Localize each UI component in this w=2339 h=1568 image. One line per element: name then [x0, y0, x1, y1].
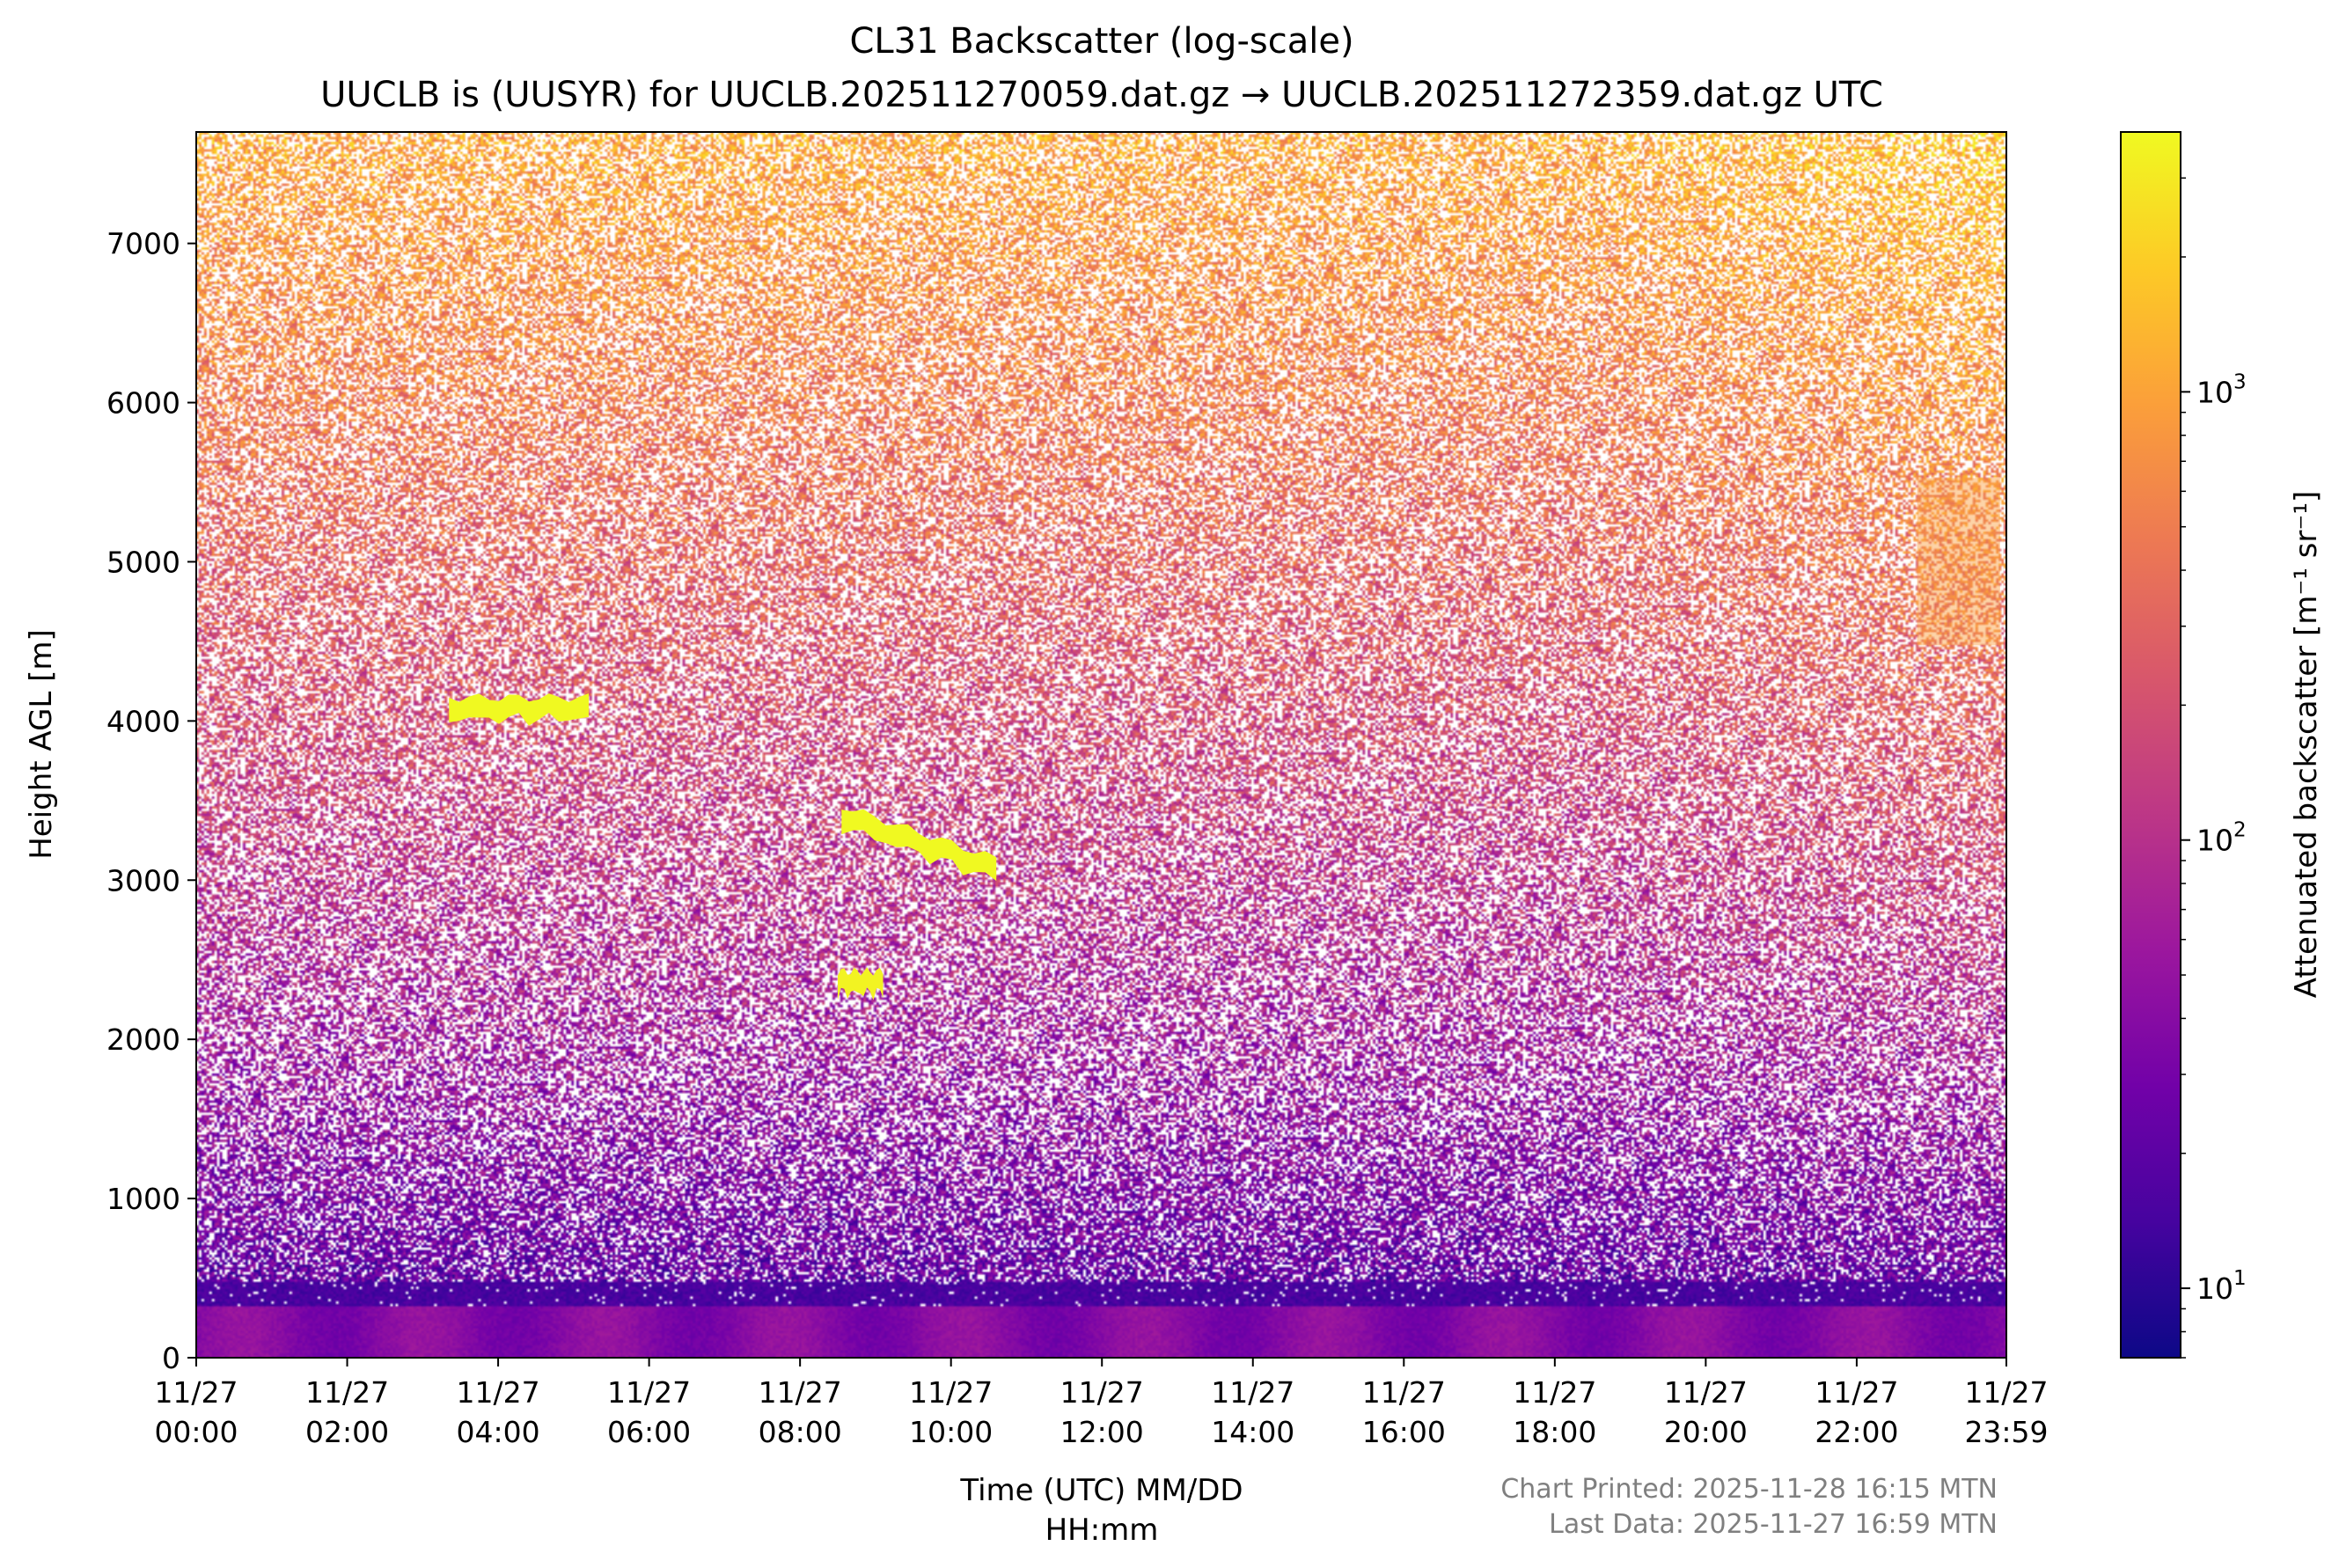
x-tick-date: 11/27 [909, 1375, 993, 1410]
feature-elevated_plume-3 [1917, 478, 2000, 646]
x-tick-time: 08:00 [759, 1415, 842, 1449]
x-tick-date: 11/27 [1513, 1375, 1596, 1410]
y-axis: 0 1000 2000 3000 4000 5000 6000 7000 [106, 227, 196, 1375]
heatmap-plot-area [195, 131, 2007, 1359]
x-tick-time: 10:00 [909, 1415, 993, 1449]
y-tick-label: 5000 [106, 545, 180, 579]
feature-layer [449, 478, 2000, 1000]
x-tick-date: 11/27 [1362, 1375, 1446, 1410]
x-axis-label-line2: HH:mm [1045, 1513, 1159, 1548]
x-tick-date: 11/27 [607, 1375, 691, 1410]
feature-cloud_layer-0 [449, 693, 589, 726]
feature-cloud_layer-1 [841, 809, 997, 882]
x-tick-time: 16:00 [1362, 1415, 1446, 1449]
colorbar-tick-label: 103 [2196, 370, 2247, 409]
y-tick-label: 2000 [106, 1022, 180, 1057]
x-tick-time: 02:00 [305, 1415, 389, 1449]
x-tick-date: 11/27 [305, 1375, 389, 1410]
colorbar-frame [2120, 131, 2181, 1359]
x-tick-time: 18:00 [1513, 1415, 1596, 1449]
x-tick-date: 11/27 [1060, 1375, 1144, 1410]
x-tick-time: 06:00 [607, 1415, 691, 1449]
x-tick-time: 22:00 [1815, 1415, 1898, 1449]
x-tick-date: 11/27 [1964, 1375, 2048, 1410]
colorbar-label: Attenuated backscatter [m⁻¹ sr⁻¹] [2289, 491, 2324, 999]
x-tick-date: 11/27 [1815, 1375, 1898, 1410]
y-tick-label: 3000 [106, 863, 180, 898]
y-tick-label: 0 [162, 1341, 180, 1375]
chart-printed-note: Chart Printed: 2025-11-28 16:15 MTN [1500, 1474, 1998, 1505]
heatmap-image [196, 132, 2006, 1358]
y-axis-label: Height AGL [m] [24, 629, 59, 860]
x-tick-date: 11/27 [759, 1375, 842, 1410]
y-tick-label: 4000 [106, 704, 180, 738]
x-tick-time: 00:00 [154, 1415, 238, 1449]
x-tick-time: 04:00 [457, 1415, 540, 1449]
x-tick-time: 23:59 [1964, 1415, 2048, 1449]
x-axis-label-line1: Time (UTC) MM/DD [959, 1473, 1243, 1508]
y-tick-label: 6000 [106, 386, 180, 421]
x-tick-date: 11/27 [154, 1375, 238, 1410]
colorbar: 101 102 103 Attenuated backscatter [m⁻¹ sr… [2120, 131, 2324, 1359]
x-tick-time: 14:00 [1211, 1415, 1294, 1449]
colorbar-ticks: 101 102 103 [2181, 177, 2247, 1359]
x-axis: 11/27 00:00 11/27 02:00 11/27 04:00 11/27 06:00… [154, 1358, 2049, 1449]
x-tick-time: 12:00 [1060, 1415, 1144, 1449]
colorbar-tick-label: 102 [2196, 819, 2247, 858]
x-tick-date: 11/27 [1211, 1375, 1294, 1410]
chart-title: CL31 Backscatter (log-scale) [849, 21, 1353, 62]
colorbar-tick-label: 101 [2196, 1267, 2247, 1306]
chart-subtitle: UUCLB is (UUSYR) for UUCLB.202511270059.… [320, 75, 1883, 115]
x-tick-date: 11/27 [457, 1375, 540, 1410]
x-tick-time: 20:00 [1664, 1415, 1748, 1449]
last-data-note: Last Data: 2025-11-27 16:59 MTN [1549, 1509, 1998, 1540]
colorbar-gradient [2121, 132, 2181, 1358]
y-tick-label: 7000 [106, 227, 180, 261]
y-tick-label: 1000 [106, 1182, 180, 1216]
feature-cloud_fragment-2 [838, 967, 884, 1000]
x-tick-date: 11/27 [1664, 1375, 1748, 1410]
